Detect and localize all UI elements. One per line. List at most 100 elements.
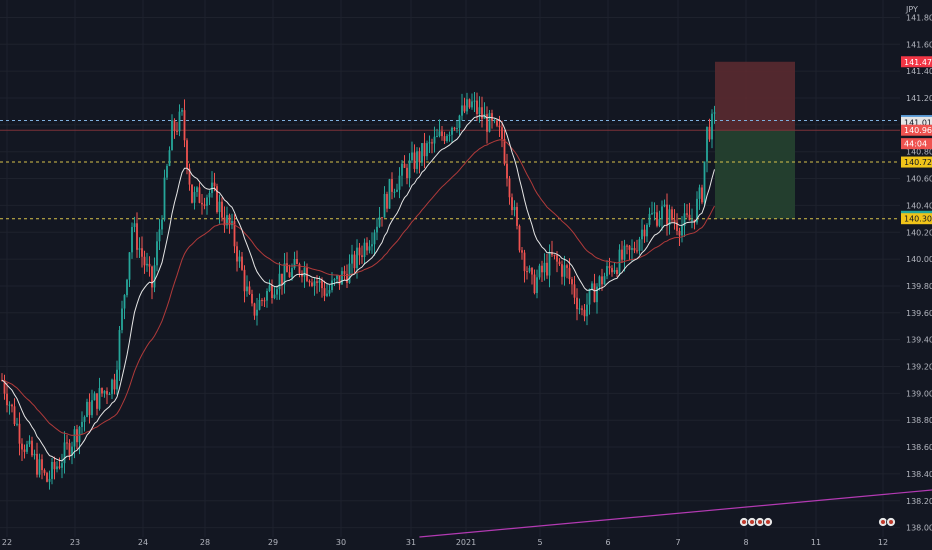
candle-body: [16, 423, 18, 425]
candle-body: [106, 390, 108, 395]
candle-body: [381, 217, 383, 219]
candle-body: [303, 267, 306, 277]
candle-body: [66, 442, 68, 444]
candle-body: [363, 242, 366, 258]
time-axis[interactable]: 22 23 24 28 29 30 31 2021 5 6 7 8 11 12: [2, 538, 888, 547]
candle-body: [8, 404, 11, 406]
candle-body: [51, 461, 53, 479]
candle-body: [393, 191, 396, 193]
candle-body: [168, 150, 171, 166]
candle-body: [456, 127, 458, 129]
candle-body: [531, 267, 533, 275]
candle-body: [566, 265, 568, 268]
candle-body: [618, 249, 621, 274]
candle-body: [401, 163, 403, 176]
candle-body: [668, 209, 671, 226]
candle-body: [681, 226, 683, 236]
candle-body: [38, 459, 41, 475]
candle-body: [526, 271, 528, 273]
candle-body: [226, 215, 228, 226]
candle-body: [576, 297, 578, 310]
candle-body: [233, 221, 236, 247]
candle-body: [568, 267, 571, 280]
candle-body: [703, 161, 706, 203]
candle-body: [61, 463, 63, 468]
candle-body: [696, 198, 698, 223]
candle-body: [116, 369, 118, 390]
candle-body: [288, 272, 291, 278]
candle-body: [391, 179, 393, 192]
candle-body: [611, 268, 613, 273]
candle-body: [546, 262, 548, 276]
candle-body: [126, 279, 128, 296]
candle-body: [671, 209, 673, 220]
candle-body: [548, 252, 551, 276]
candle-body: [656, 212, 658, 226]
time-tick-label: 24: [138, 538, 148, 547]
candle-body: [73, 429, 76, 447]
candle-body: [148, 263, 151, 267]
price-label-text: 141.018: [904, 118, 932, 127]
price-tick-label: 138.200: [906, 497, 932, 506]
candle-body: [501, 127, 503, 139]
candle-body: [506, 163, 508, 179]
candle-body: [96, 393, 98, 409]
time-tick-label: 11: [811, 538, 821, 547]
candle-body: [268, 285, 271, 291]
candle-body: [213, 182, 216, 187]
candle-body: [218, 201, 221, 213]
candle-body: [216, 186, 218, 213]
candle-body: [238, 256, 241, 262]
price-label-box: [901, 56, 932, 68]
time-tick-label: 22: [2, 538, 12, 547]
candle-body: [118, 330, 121, 370]
candle-body: [583, 309, 586, 317]
candle-body: [201, 202, 203, 205]
candle-body: [461, 105, 463, 116]
candle-body: [431, 142, 433, 144]
candle-body: [333, 279, 336, 281]
price-label-box: [901, 138, 932, 150]
candle-body: [658, 219, 661, 226]
candle-body: [243, 269, 246, 292]
candle-body: [711, 113, 713, 140]
candle-body: [403, 163, 406, 168]
time-tick-label: 8: [743, 538, 748, 547]
candle-body: [13, 406, 16, 425]
candle-body: [578, 308, 581, 310]
candle-body: [11, 404, 13, 407]
candle-body: [588, 288, 591, 305]
candle-body: [503, 138, 506, 164]
candle-body: [183, 110, 186, 141]
stop-loss-zone: [715, 61, 795, 131]
time-tick-label: 5: [537, 538, 542, 547]
candle-body: [606, 266, 608, 277]
candle-body: [358, 247, 361, 256]
candle-body: [171, 120, 173, 151]
candle-body: [68, 443, 71, 456]
candle-body: [241, 256, 243, 270]
candle-body: [421, 143, 423, 163]
time-tick-label: 29: [268, 538, 278, 547]
candle-body: [701, 187, 703, 203]
candle-body: [53, 461, 56, 470]
candle-body: [523, 252, 526, 272]
event-flag-dot: [742, 520, 746, 524]
candle-body: [191, 184, 193, 203]
candle-body: [628, 245, 631, 250]
candle-body: [273, 294, 276, 299]
candle-body: [388, 179, 391, 209]
candle-body: [146, 263, 148, 266]
candle-body: [33, 453, 36, 456]
candle-body: [196, 187, 198, 193]
candle-body: [641, 229, 643, 240]
take-profit-zone: [715, 130, 795, 219]
candle-body: [551, 252, 553, 255]
candle-body: [308, 281, 311, 283]
time-tick-label: 28: [200, 538, 210, 547]
candle-body: [88, 401, 91, 416]
candle-body: [188, 168, 191, 185]
candle-body: [283, 263, 286, 285]
candle-body: [28, 440, 31, 445]
